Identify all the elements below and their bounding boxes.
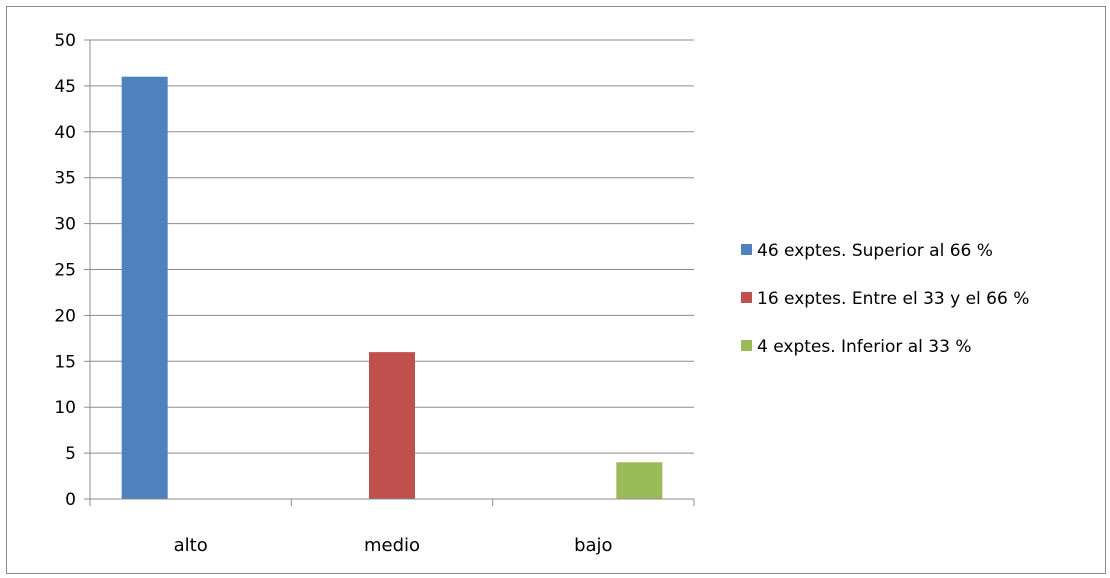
legend-swatch (741, 244, 752, 255)
y-tick-label: 45 (54, 77, 76, 97)
gridlines (90, 39, 694, 454)
y-tick-label: 40 (54, 123, 76, 143)
bar-medio (369, 352, 415, 499)
legend-entry-label: 16 exptes. Entre el 33 y el 66 % (757, 289, 1029, 309)
y-tick-label: 10 (54, 398, 76, 418)
bars (121, 76, 663, 499)
y-tick-label: 25 (54, 261, 76, 281)
axes (89, 40, 695, 506)
legend: 46 exptes. Superior al 66 % 16 exptes. En… (741, 241, 1029, 357)
bar-bajo (616, 462, 663, 499)
y-tick-label: 50 (54, 31, 76, 51)
y-tick-label: 20 (54, 306, 76, 326)
x-axis-category-labels: alto medio bajo (174, 535, 613, 556)
legend-entry-label: 4 exptes. Inferior al 33 % (757, 337, 972, 357)
bar-alto (121, 76, 168, 499)
legend-entry-label: 46 exptes. Superior al 66 % (757, 241, 993, 261)
x-category-label: alto (174, 535, 208, 556)
y-tick-label: 0 (65, 490, 76, 510)
y-tick-label: 30 (54, 215, 76, 235)
x-category-label: bajo (574, 535, 612, 556)
x-category-label: medio (364, 535, 420, 556)
chart-frame (6, 6, 1106, 574)
y-axis-tick-labels: 0 5 10 15 20 25 30 35 40 45 50 (54, 31, 90, 510)
y-tick-label: 35 (54, 169, 76, 189)
y-tick-label: 15 (54, 352, 76, 372)
y-tick-label: 5 (65, 444, 76, 464)
legend-swatch (741, 292, 752, 303)
legend-swatch (741, 340, 752, 351)
